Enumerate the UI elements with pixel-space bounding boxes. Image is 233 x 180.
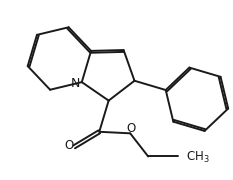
Text: O: O [127,122,136,135]
Text: CH$_3$: CH$_3$ [186,150,209,165]
Text: N: N [71,77,80,91]
Text: O: O [65,139,74,152]
